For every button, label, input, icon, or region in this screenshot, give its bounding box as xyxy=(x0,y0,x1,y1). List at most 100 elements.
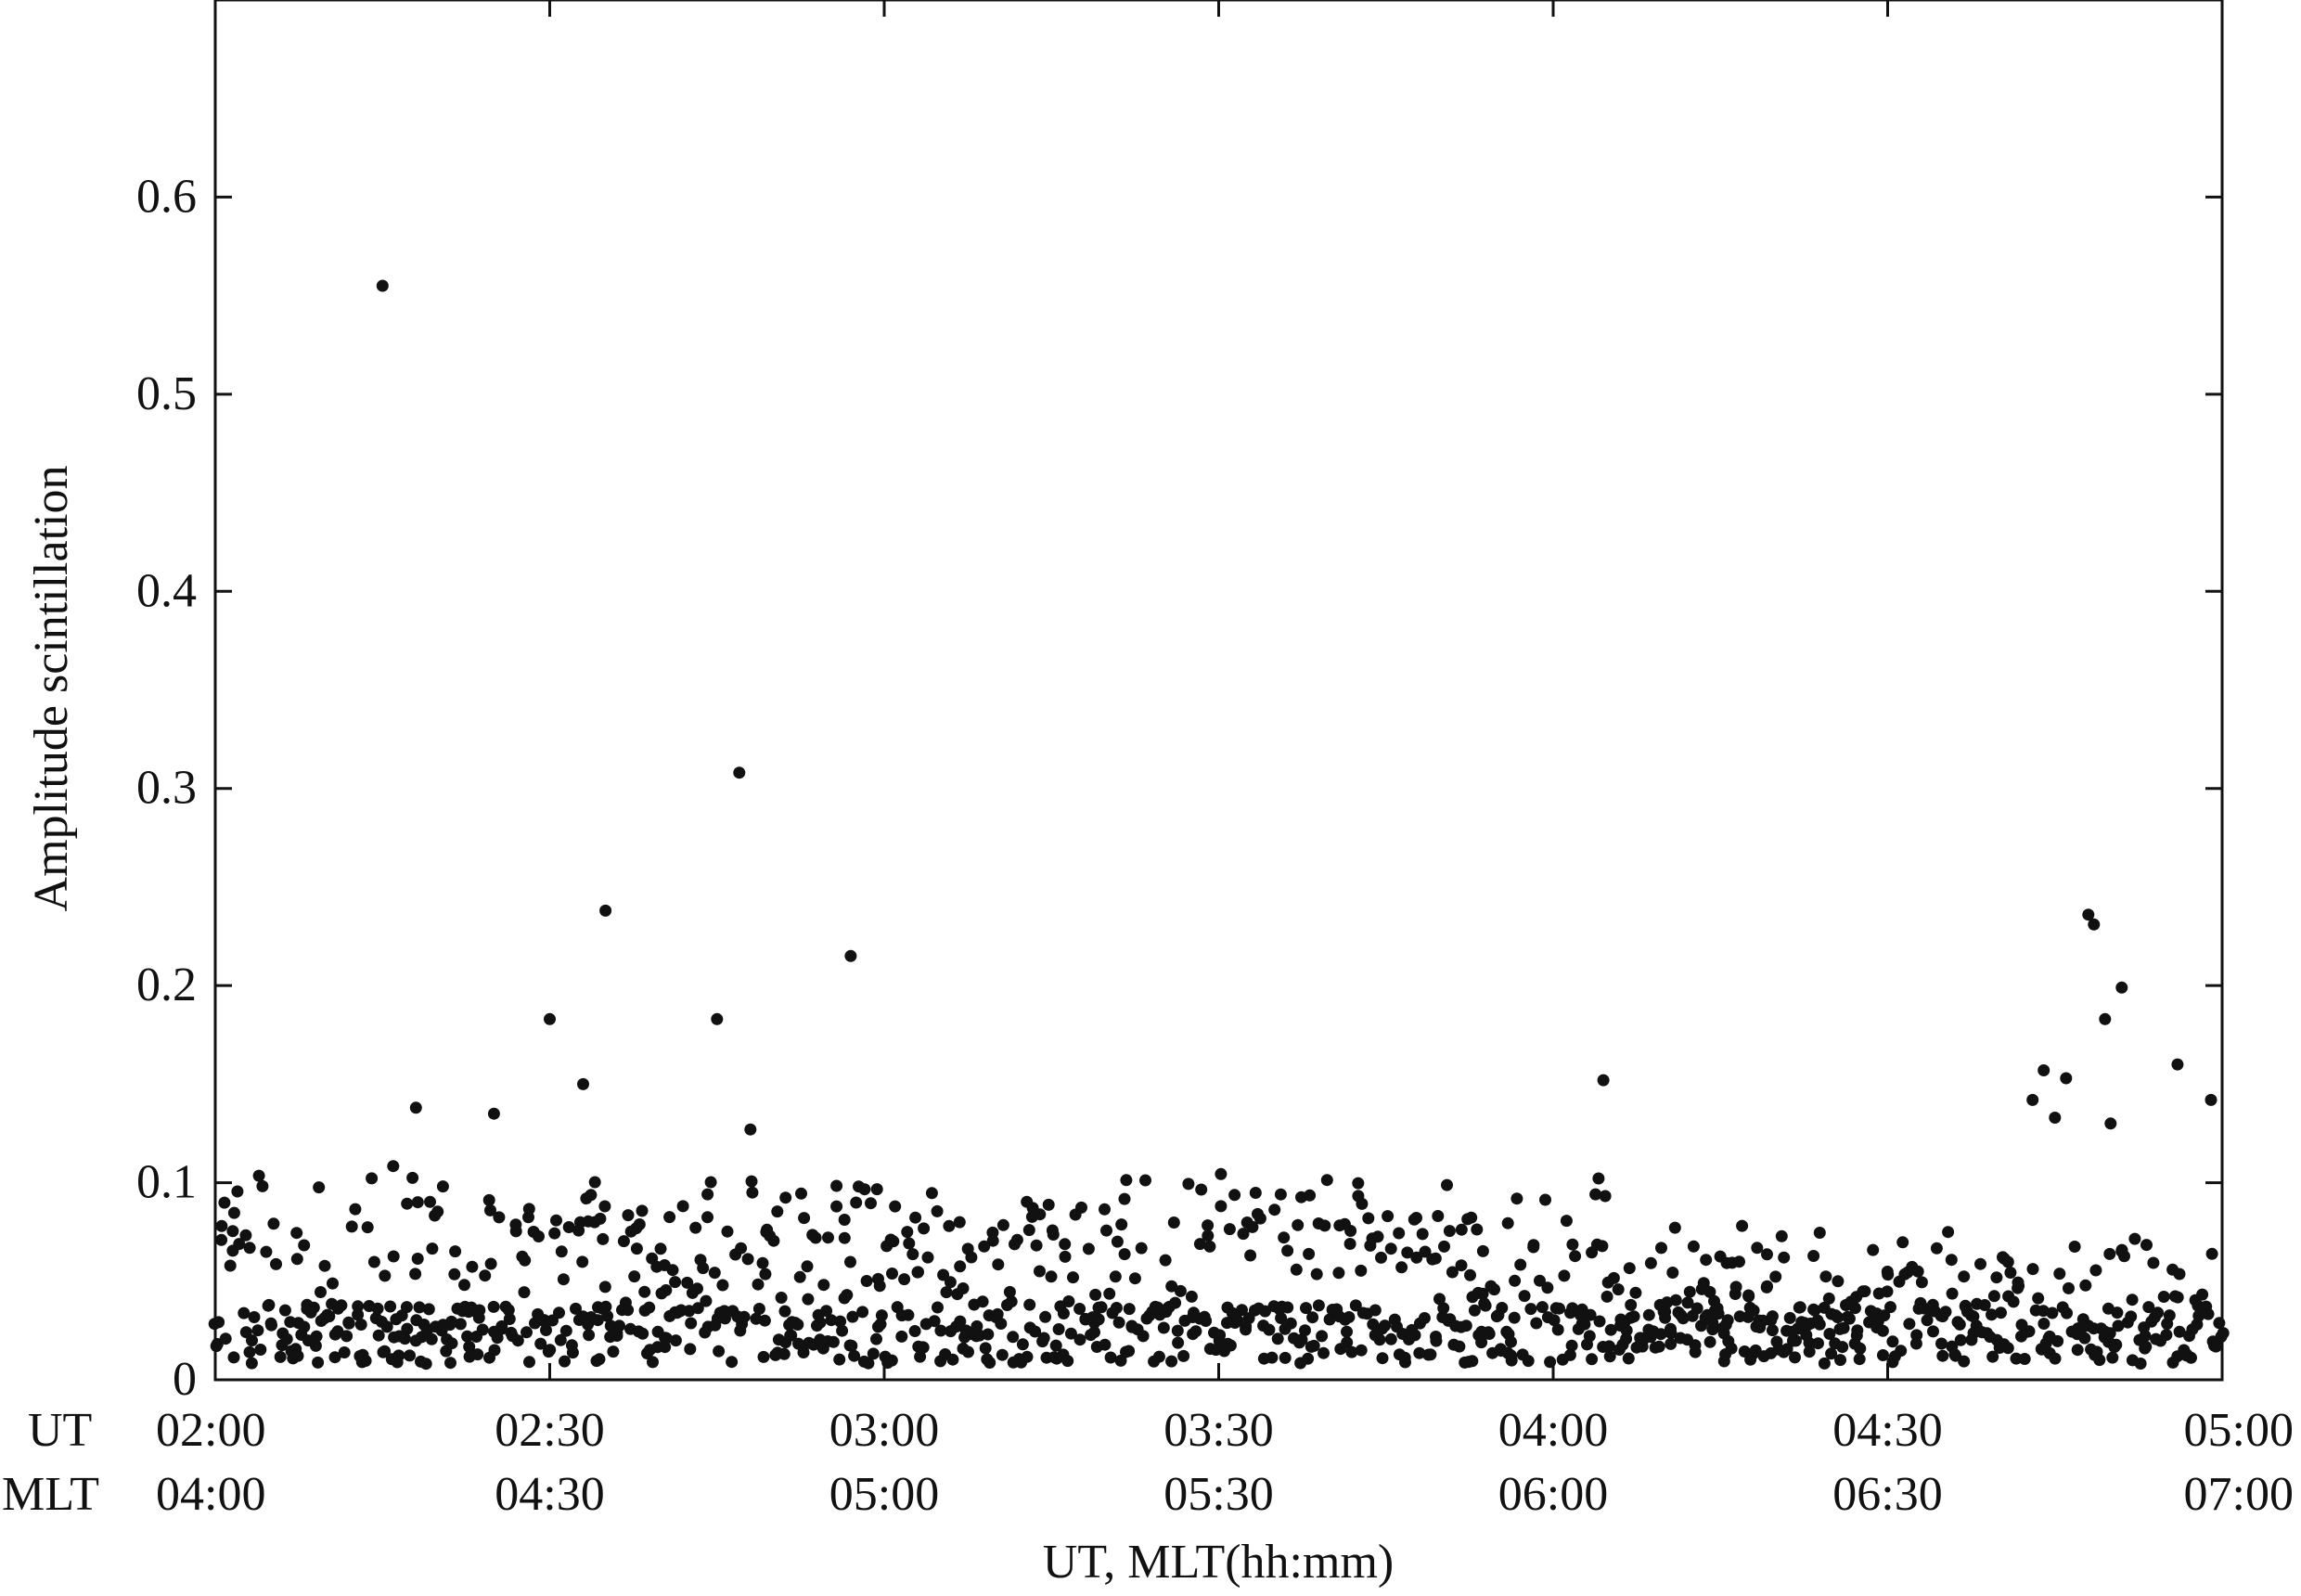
scatter-point xyxy=(436,1180,449,1193)
scatter-point xyxy=(1003,1285,1016,1298)
scatter-point xyxy=(1437,1302,1450,1315)
scatter-point xyxy=(666,1264,679,1277)
scatter-point xyxy=(1607,1271,1620,1284)
scatter-point xyxy=(1733,1255,1745,1268)
scatter-point xyxy=(1832,1311,1845,1324)
scatter-point xyxy=(509,1225,522,1238)
scatter-point xyxy=(1930,1242,1943,1255)
scatter-point xyxy=(243,1242,256,1255)
scatter-point xyxy=(1088,1326,1100,1339)
scatter-point xyxy=(2037,1318,2050,1330)
scatter-point xyxy=(1268,1203,1281,1216)
scatter-point xyxy=(991,1307,1004,1320)
scatter-point xyxy=(2140,1239,2153,1252)
scatter-point xyxy=(908,1325,921,1337)
scatter-point xyxy=(231,1185,244,1198)
scatter-point xyxy=(996,1348,1009,1361)
scatter-point xyxy=(522,1203,535,1216)
scatter-point xyxy=(1803,1345,1816,1358)
scatter-point xyxy=(376,279,389,292)
scatter-point xyxy=(1884,1301,1896,1314)
scatter-point xyxy=(1751,1242,1764,1255)
x-tick-label: 04:00 xyxy=(1498,1404,1608,1457)
scatter-point xyxy=(359,1355,372,1367)
scatter-point xyxy=(1356,1197,1369,1210)
scatter-point xyxy=(342,1316,355,1329)
scatter-point xyxy=(1666,1267,1679,1279)
scatter-point xyxy=(245,1357,258,1370)
scatter-point xyxy=(844,949,857,962)
scatter-point xyxy=(2023,1325,2036,1338)
scatter-point xyxy=(1539,1193,1551,1206)
scatter-point xyxy=(779,1191,792,1204)
scatter-point xyxy=(298,1239,311,1252)
scatter-point xyxy=(1304,1189,1317,1202)
scatter-point xyxy=(1174,1284,1187,1297)
scatter-point xyxy=(1118,1248,1131,1261)
scatter-point xyxy=(243,1345,256,1358)
scatter-point xyxy=(1669,1294,1682,1306)
scatter-point xyxy=(458,1279,470,1292)
scatter-point xyxy=(1665,1327,1678,1340)
scatter-point xyxy=(887,1235,900,1248)
scatter-point xyxy=(995,1318,1008,1330)
scatter-point xyxy=(1228,1189,1241,1202)
scatter-point xyxy=(445,1337,458,1350)
scatter-point xyxy=(466,1260,479,1273)
scatter-point xyxy=(2037,1064,2050,1076)
scatter-point xyxy=(413,1301,426,1314)
scatter-point xyxy=(502,1304,515,1317)
scatter-point xyxy=(1100,1224,1112,1237)
scatter-point xyxy=(874,1318,887,1331)
scatter-point xyxy=(1927,1325,1939,1338)
scatter-point xyxy=(1115,1218,1128,1231)
scatter-point xyxy=(594,1212,607,1225)
scatter-point xyxy=(1548,1314,1561,1327)
scatter-point xyxy=(1677,1312,1690,1325)
scatter-point xyxy=(746,1186,759,1199)
scatter-point xyxy=(830,1179,843,1192)
scatter-point xyxy=(1379,1319,1392,1332)
scatter-point xyxy=(448,1268,461,1281)
scatter-point xyxy=(858,1183,871,1196)
scatter-point xyxy=(1034,1208,1047,1221)
scatter-point xyxy=(2205,1093,2217,1106)
scatter-point xyxy=(290,1253,303,1266)
scatter-point xyxy=(1023,1298,1036,1311)
scatter-point xyxy=(2088,918,2101,931)
scatter-point xyxy=(1349,1299,1362,1312)
scatter-point xyxy=(1578,1318,1591,1331)
scatter-point xyxy=(1510,1192,1523,1205)
scatter-point xyxy=(1990,1271,2003,1284)
scatter-point xyxy=(1424,1348,1437,1361)
scatter-point xyxy=(2010,1352,2023,1365)
scatter-point xyxy=(472,1311,485,1324)
scatter-point xyxy=(1165,1280,1178,1293)
scatter-point xyxy=(1172,1336,1185,1349)
scatter-point xyxy=(617,1235,630,1248)
scatter-point xyxy=(260,1245,273,1258)
scatter-point xyxy=(1858,1285,1871,1298)
scatter-point xyxy=(354,1319,367,1331)
scatter-point xyxy=(1295,1333,1308,1346)
scatter-point xyxy=(2032,1292,2045,1305)
scatter-point xyxy=(2202,1307,2215,1320)
scatter-point xyxy=(1281,1244,1294,1257)
scatter-point xyxy=(2082,908,2095,921)
scatter-point xyxy=(2089,1264,2102,1277)
scatter-point xyxy=(278,1304,291,1317)
scatter-point xyxy=(830,1200,843,1213)
scatter-point xyxy=(2173,1268,2186,1281)
scatter-point xyxy=(2171,1058,2184,1071)
scatter-point xyxy=(797,1346,810,1358)
scatter-point xyxy=(1067,1271,1079,1284)
scatter-point xyxy=(2103,1327,2116,1340)
scatter-point xyxy=(262,1299,275,1312)
scatter-point xyxy=(1082,1242,1095,1255)
scatter-point xyxy=(838,1231,851,1244)
scatter-point xyxy=(1182,1178,1195,1191)
scatter-point xyxy=(1312,1299,1325,1312)
scatter-point xyxy=(2049,1352,2062,1365)
scatter-point xyxy=(1039,1310,1052,1323)
scatter-point xyxy=(1721,1314,1734,1327)
